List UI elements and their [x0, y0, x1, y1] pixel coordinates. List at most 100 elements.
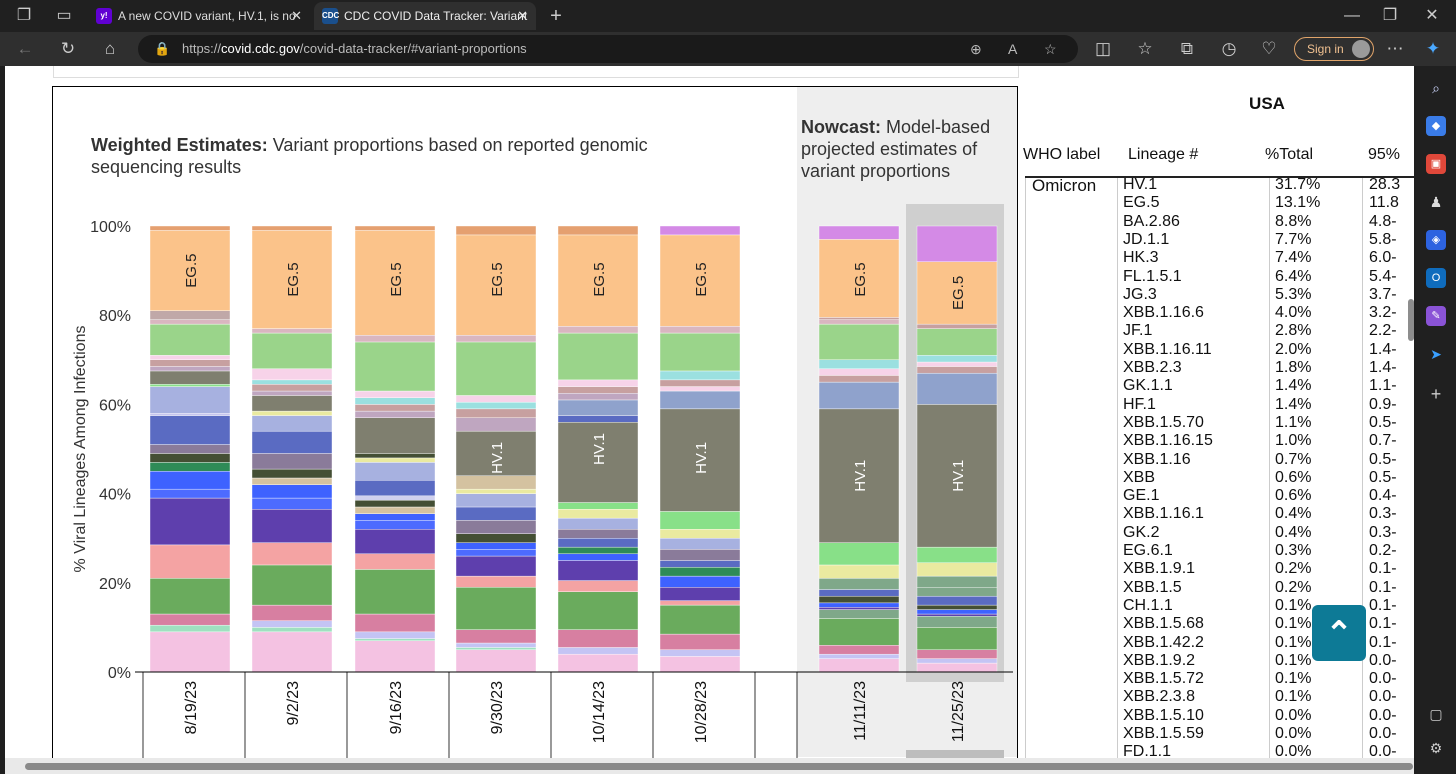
- new-tab-icon[interactable]: +: [550, 5, 562, 27]
- bar-segment: [916, 562, 998, 577]
- telegram-icon[interactable]: ➤: [1430, 346, 1442, 362]
- column-line: [1269, 178, 1270, 758]
- column-line: [1362, 178, 1363, 758]
- back-icon[interactable]: ←: [16, 39, 34, 58]
- address-toolbar: ← ↻ ⌂ 🔒 https://covid.cdc.gov/covid-data…: [0, 32, 1456, 66]
- bar-segment: [149, 631, 231, 673]
- history-icon[interactable]: ◷: [1221, 39, 1237, 58]
- total-cell: 0.3%: [1275, 542, 1312, 559]
- table-row: BA.2.86 8.8% 4.8-: [1017, 213, 1414, 231]
- bar-segment: [251, 542, 333, 566]
- bar-segment: [659, 604, 741, 635]
- bar-segment: [251, 484, 333, 499]
- x-tick-label: 11/25/23: [950, 681, 967, 742]
- shopping-icon[interactable]: ◆: [1426, 116, 1446, 136]
- split-screen-icon[interactable]: ◫: [1094, 39, 1112, 58]
- ci-cell: 0.0-: [1369, 670, 1397, 688]
- bar-segment: [149, 415, 231, 445]
- scrollbar-thumb[interactable]: [25, 763, 1413, 770]
- bar-segment: [916, 609, 998, 615]
- close-tab-icon[interactable]: ✕: [517, 8, 528, 23]
- tab-cdc[interactable]: CDC CDC COVID Data Tracker: Variant ✕: [314, 2, 536, 30]
- favorite-star-icon[interactable]: ☆: [1044, 41, 1057, 57]
- health-icon[interactable]: ♡: [1261, 39, 1277, 58]
- table-row: XBB.1.5.10 0.0% 0.0-: [1017, 707, 1414, 725]
- bar-segment: [251, 384, 333, 392]
- add-icon[interactable]: +: [1430, 384, 1442, 404]
- bar-segment: [818, 645, 900, 655]
- outlook-icon[interactable]: O: [1426, 268, 1446, 288]
- bar-segment: [455, 488, 537, 494]
- favorites-icon[interactable]: ☆: [1137, 39, 1153, 58]
- lineage-cell: XBB.1.5.68: [1123, 615, 1204, 633]
- back-to-top-button[interactable]: ⌃: [1312, 605, 1366, 661]
- tools-icon[interactable]: ▣: [1426, 154, 1446, 174]
- bar-segment: [659, 575, 741, 588]
- ci-cell: 1.4-: [1369, 359, 1397, 376]
- refresh-icon[interactable]: ↻: [60, 39, 76, 58]
- table-row: XBB.2.3 1.8% 1.4-: [1017, 359, 1414, 377]
- bar-segment: [149, 462, 231, 472]
- table-row: JG.3 5.3% 3.7-: [1017, 286, 1414, 304]
- settings-icon[interactable]: ⚙: [1429, 740, 1443, 756]
- segment-label: EG.5: [388, 262, 405, 296]
- copilot-icon[interactable]: ✦: [1425, 39, 1441, 58]
- horizontal-scrollbar[interactable]: [5, 758, 1414, 774]
- bar-segment: [354, 225, 436, 231]
- bar-segment: [659, 225, 741, 236]
- office-icon[interactable]: ◈: [1426, 230, 1446, 250]
- more-menu-icon[interactable]: ⋯: [1386, 39, 1404, 58]
- bar-segment: [818, 375, 900, 383]
- zoom-icon[interactable]: ⊕: [970, 41, 982, 57]
- minimize-icon[interactable]: —: [1344, 7, 1360, 24]
- table-row: XBB.1.5.72 0.1% 0.0-: [1017, 670, 1414, 688]
- bar-segment: [354, 480, 436, 497]
- chart-title-rest: Variant proportions based on reported ge…: [91, 135, 648, 177]
- bar-segment: [149, 355, 231, 360]
- workspaces-icon[interactable]: ❐: [16, 7, 32, 24]
- page-content: Weighted Estimates: Variant proportions …: [5, 66, 1414, 758]
- bar-segment: [818, 323, 900, 360]
- lineage-cell: XBB.1.9.1: [1123, 560, 1196, 578]
- tab-yahoo[interactable]: y! A new COVID variant, HV.1, is no ✕: [88, 2, 310, 30]
- total-cell: 0.1%: [1275, 633, 1312, 651]
- bar-segment: [149, 444, 231, 454]
- search-icon[interactable]: ⌕: [1432, 80, 1440, 96]
- bar-segment: [916, 649, 998, 659]
- table-row: XBB 0.6% 0.5-: [1017, 469, 1414, 487]
- bar-segment: [354, 495, 436, 501]
- bar-segment: [557, 529, 639, 539]
- bar-segment: [149, 359, 231, 367]
- games-icon[interactable]: ♟: [1429, 194, 1443, 210]
- bar-segment: [149, 488, 231, 499]
- bar-segment: [818, 658, 900, 673]
- bar-segment: [354, 404, 436, 412]
- close-window-icon[interactable]: ✕: [1425, 7, 1439, 24]
- address-bar[interactable]: 🔒 https://covid.cdc.gov/covid-data-track…: [138, 35, 1078, 63]
- tab-actions-icon[interactable]: ▭: [56, 7, 72, 24]
- sidebar-panel-icon[interactable]: ▢: [1429, 706, 1443, 722]
- ci-cell: 0.0-: [1369, 743, 1397, 758]
- restore-icon[interactable]: ❐: [1382, 7, 1398, 24]
- bar-segment: [557, 591, 639, 630]
- bar-segment: [557, 234, 639, 327]
- home-icon[interactable]: ⌂: [104, 39, 116, 58]
- close-tab-icon[interactable]: ✕: [291, 8, 302, 23]
- variant-table: USA WHO label Lineage # %Total 95% Omicr…: [1017, 66, 1414, 758]
- x-tick-label: 11/11/23: [852, 681, 869, 741]
- bar-segment: [916, 546, 998, 563]
- designer-icon[interactable]: ✎: [1426, 306, 1446, 326]
- bar-segment: [916, 328, 998, 356]
- bar-segment: [818, 595, 900, 604]
- lineage-cell: HK.3: [1123, 249, 1159, 267]
- collections-icon[interactable]: ⧉: [1180, 39, 1194, 58]
- total-cell: 0.1%: [1275, 596, 1312, 614]
- bar-segment: [818, 319, 900, 325]
- table-row: CH.1.1 0.1% 0.1-: [1017, 597, 1414, 615]
- bar-segment: [149, 323, 231, 356]
- yahoo-favicon: y!: [96, 8, 112, 24]
- vertical-scrollbar-thumb[interactable]: [1408, 299, 1414, 341]
- header-ci: 95%: [1368, 146, 1401, 163]
- read-aloud-icon[interactable]: A: [1008, 41, 1018, 57]
- sign-in-button[interactable]: Sign in: [1294, 37, 1374, 61]
